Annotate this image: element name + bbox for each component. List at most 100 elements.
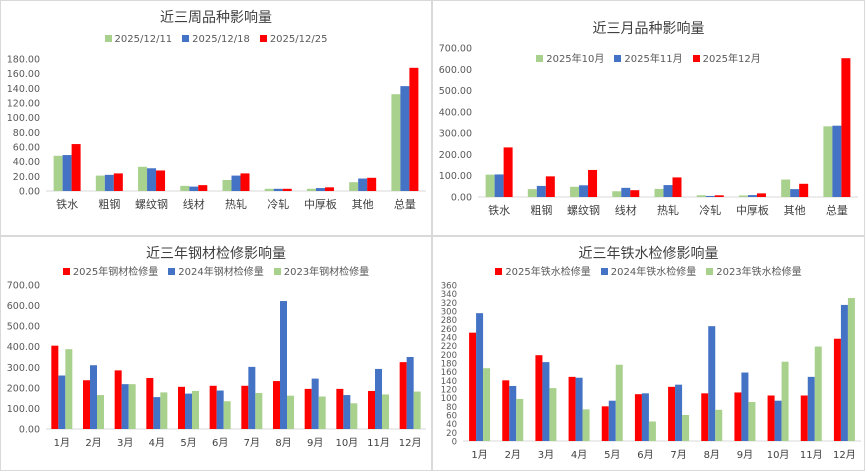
legend-item: 2023年铁水检修量 [706,263,802,278]
legend-item: 2025/12/25 [259,34,327,45]
bar [306,188,316,191]
y-tick-label: 200 [441,351,457,361]
bar [832,125,842,197]
bar [375,368,382,429]
bar [509,385,517,441]
bar [682,415,690,441]
bar [222,180,232,191]
bar [847,298,855,441]
x-tick-label: 中厚板 [304,197,337,211]
bar [264,188,274,191]
bar [153,397,161,429]
bar [715,409,723,441]
y-tick-label: 0.00 [19,425,40,436]
bar [701,393,709,441]
bar [536,185,546,197]
legend-item: 2023年钢材检修量 [273,263,369,278]
y-tick-label: 40 [446,420,457,430]
bar [240,173,250,191]
legend-label: 2024年钢材检修量 [178,267,264,278]
bar [485,174,495,197]
legend-item: 2024年钢材检修量 [168,263,264,278]
x-tick-label: 冷轧 [267,197,289,211]
y-tick-label: 80 [446,403,457,413]
legend-swatch [600,267,608,275]
legend-swatch [614,54,622,62]
bar [367,177,377,191]
y-tick-label: 600.00 [7,301,40,312]
bar [216,390,224,429]
legend-swatch [273,267,281,275]
bar [315,188,325,191]
bar [358,178,368,191]
bar [588,169,598,197]
x-tick-label: 其他 [784,204,806,217]
bar [83,380,90,429]
x-tick-label: 6月 [637,449,653,461]
legend-swatch [168,267,176,275]
y-tick-label: 200.00 [7,383,40,394]
chart-panel-weekly: 近三周品种影响量 2025/12/11 2025/12/18 2025/12/25 … [0,0,432,236]
legend-label: 2025年10月 [546,54,605,65]
y-tick-label: 600.00 [439,65,472,76]
chart-legend: 2025年钢材检修量 2024年钢材检修量 2023年钢材检修量 [1,263,431,278]
bar [516,398,524,441]
legend-label: 2025年11月 [624,54,683,65]
y-tick-label: 60.00 [13,143,40,154]
bar [705,195,715,197]
bar [612,191,622,197]
x-tick-label: 8月 [275,437,291,449]
x-tick-label: 4月 [149,437,165,449]
bar [807,376,815,441]
legend-item: 2025年铁水检修量 [495,263,591,278]
bar [95,175,105,191]
bar [311,378,319,429]
bar [675,384,683,441]
x-tick-label: 12月 [833,449,856,461]
bar [630,190,640,197]
y-tick-label: 120 [441,386,457,396]
bar [608,400,616,441]
bar [634,394,642,441]
bar [409,67,419,191]
bar [748,402,756,441]
legend-label: 2025/12/11 [114,34,173,45]
y-tick-label: 100.00 [7,404,40,415]
legend-item: 2025年12月 [692,50,761,65]
bar [255,393,263,429]
chart-plot: 0.00 100.00 200.00 300.00 400.00 500.00 600.00… [7,281,426,449]
bar [814,346,822,441]
bar [790,189,800,197]
legend-item: 2025年钢材检修量 [62,263,158,278]
y-tick-label: 700.00 [439,44,472,55]
bar [58,375,66,429]
bar [318,396,326,429]
bar [545,176,555,197]
x-tick-label: 1月 [54,437,70,449]
bar [304,388,312,429]
legend-swatch [62,267,70,275]
bar [741,372,749,441]
x-tick-label: 螺纹钢 [567,203,600,217]
bar [336,388,344,429]
bar [128,384,136,429]
bar [280,301,287,429]
x-tick-label: 9月 [737,449,753,461]
bar [189,186,199,191]
y-tick-label: 180.00 [7,55,40,66]
x-tick-label: 12月 [399,437,422,449]
bar [185,393,192,429]
legend-swatch [104,34,112,42]
bar [582,409,590,441]
x-tick-label: 5月 [180,437,196,449]
bar [391,94,401,191]
bar [53,155,63,191]
bar [156,170,166,191]
bar [734,392,742,441]
y-tick-label: 400.00 [7,342,40,353]
y-tick-label: 240 [441,334,457,344]
y-tick-label: 400.00 [439,107,472,118]
bar [223,401,231,429]
legend-item: 2025/12/11 [104,34,173,45]
bar [708,326,716,441]
